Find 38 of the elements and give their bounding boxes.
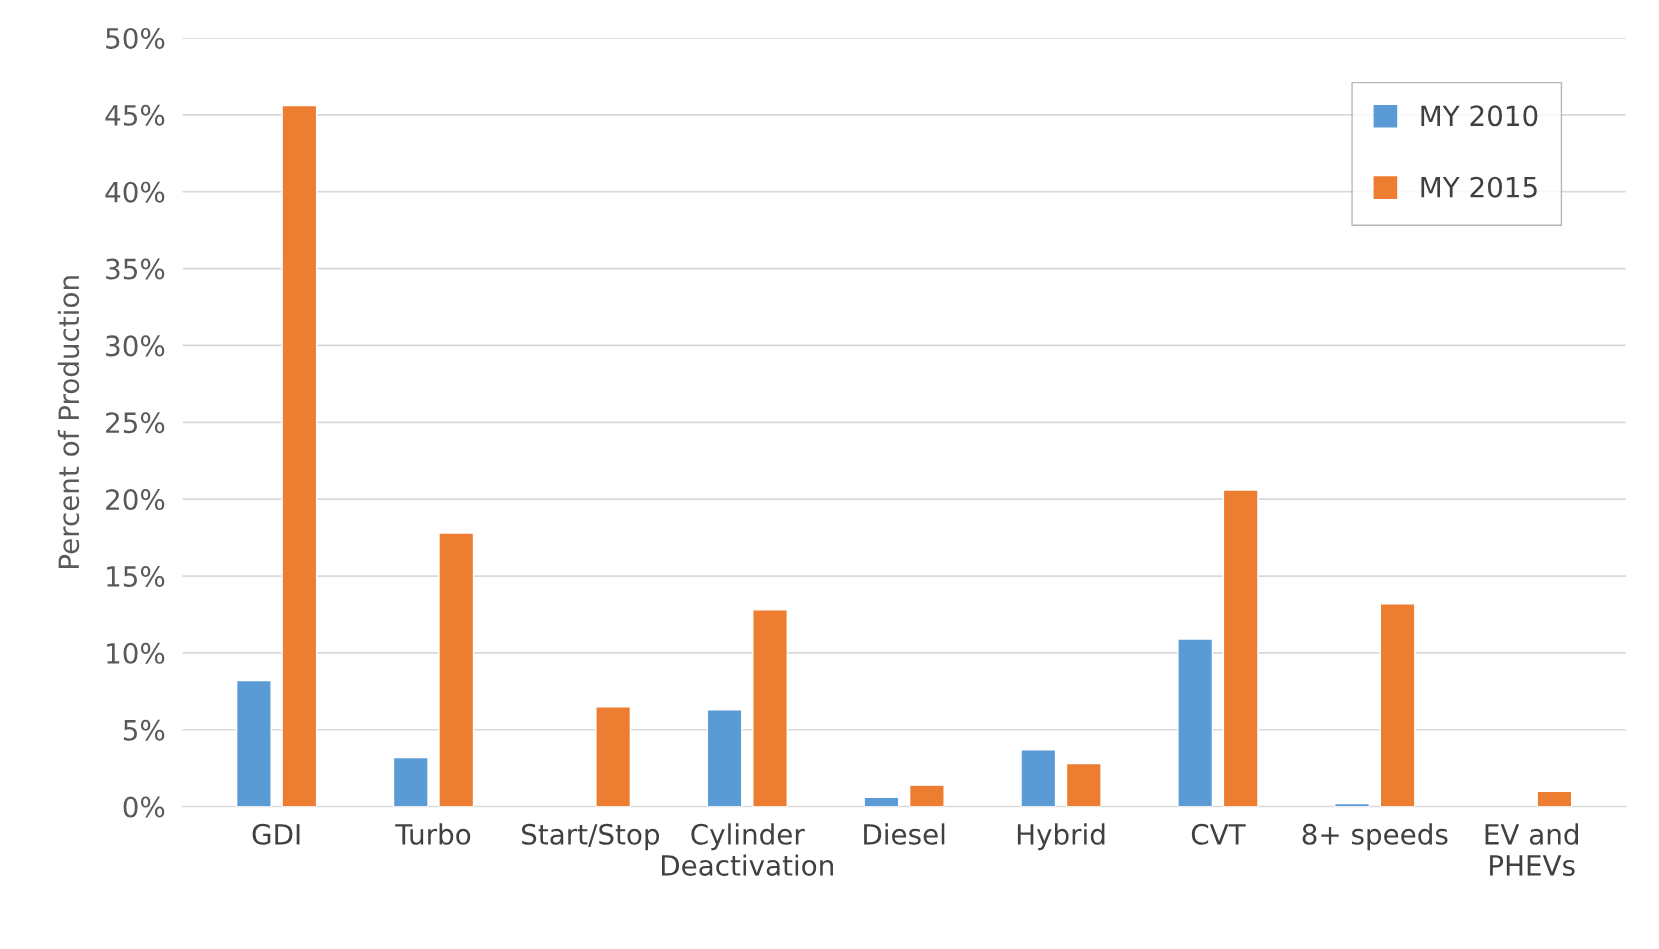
bar	[235, 679, 272, 807]
y-axis-title: Percent of Production	[57, 276, 80, 568]
y-tick-label: 35%	[106, 258, 165, 280]
y-tick-label: 5%	[123, 719, 165, 741]
y-tick-label: 25%	[106, 412, 165, 434]
x-tick-label: Diesel	[864, 823, 945, 845]
bar	[1536, 790, 1573, 807]
y-tick-label: 20%	[106, 489, 165, 511]
bar	[392, 756, 429, 807]
bar	[595, 706, 632, 807]
x-tick-label: 8+ speeds	[1302, 823, 1448, 851]
bar	[752, 609, 788, 807]
bar	[1020, 749, 1057, 807]
bar	[863, 796, 900, 807]
y-tick-label: 45%	[105, 104, 165, 126]
x-tick-label: EV and PHEVs	[1485, 823, 1578, 876]
bar	[1379, 603, 1416, 807]
bar	[1177, 638, 1214, 807]
x-tick-label: Start/Stop	[522, 823, 660, 851]
bar	[1222, 489, 1259, 807]
y-tick-label: 40%	[105, 181, 165, 203]
y-tick-label: 15%	[107, 565, 165, 587]
y-tick-label: 10%	[107, 642, 165, 664]
bar	[706, 709, 743, 807]
x-tick-label: GDI	[252, 823, 300, 845]
x-tick-label: CVT	[1191, 823, 1246, 845]
x-tick-label: Turbo	[395, 823, 471, 845]
legend-label: MY 2010	[1421, 105, 1538, 127]
bar	[1065, 762, 1102, 807]
bar	[438, 532, 475, 807]
bar	[908, 784, 945, 807]
legend-label: MY 2015	[1421, 176, 1537, 198]
y-tick-label: 50%	[106, 27, 165, 49]
y-tick-label: 30%	[106, 335, 165, 357]
x-tick-label: Hybrid	[1017, 823, 1105, 851]
x-tick-label: Cylinder Deactivation	[661, 823, 833, 876]
bar	[281, 104, 318, 807]
y-tick-label: 0%	[123, 796, 165, 818]
